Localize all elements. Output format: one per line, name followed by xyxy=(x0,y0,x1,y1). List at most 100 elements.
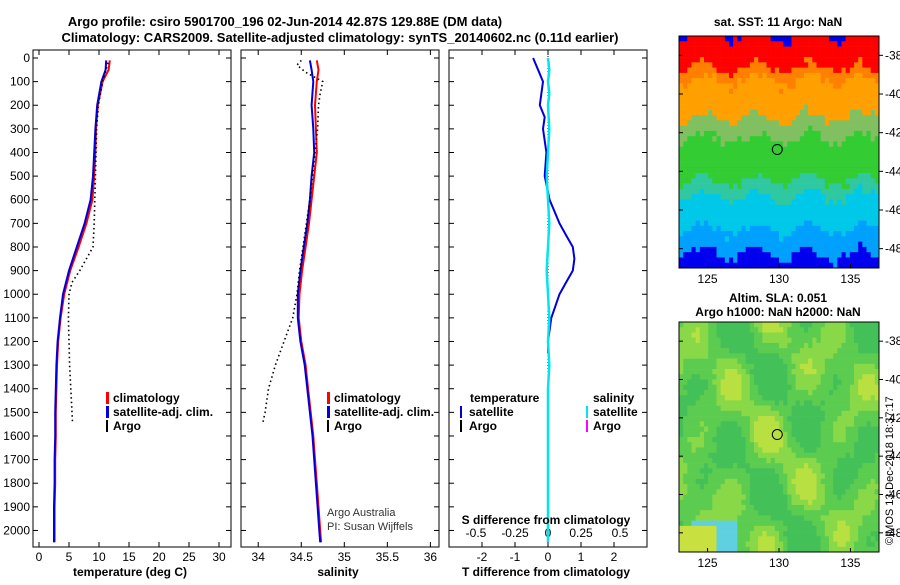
map-cell xyxy=(683,83,688,90)
map-cell xyxy=(683,322,688,328)
map-cell xyxy=(874,130,880,137)
map-cell xyxy=(745,499,751,506)
map-cell xyxy=(862,167,867,174)
map-cell xyxy=(799,452,805,459)
map-cell xyxy=(737,215,742,221)
map-cell xyxy=(841,525,846,532)
map-cell xyxy=(837,72,842,79)
map-cell xyxy=(716,152,721,158)
map-cell xyxy=(745,194,751,200)
map-cell xyxy=(683,515,688,521)
map-cell xyxy=(795,36,801,42)
map-cell xyxy=(716,468,721,474)
map-cell xyxy=(849,531,855,537)
map-cell xyxy=(754,342,759,349)
map-cell xyxy=(808,141,813,148)
map-cell xyxy=(724,536,730,542)
map-cell xyxy=(858,231,863,237)
map-cell xyxy=(754,51,759,58)
map-cell xyxy=(691,520,696,527)
map-cell xyxy=(808,510,813,516)
x-tick-label: 0 xyxy=(36,550,43,564)
map-cell xyxy=(816,246,821,253)
map-cell xyxy=(737,178,742,184)
map-cell xyxy=(845,358,851,365)
map-cell xyxy=(837,452,842,459)
map-cell xyxy=(808,353,813,359)
map-cell xyxy=(812,484,817,490)
map-cell xyxy=(704,426,709,433)
map-cell xyxy=(845,88,851,95)
map-cell xyxy=(699,72,705,79)
map-cell xyxy=(745,257,751,264)
map-cell xyxy=(812,499,817,506)
map-cell xyxy=(762,337,767,344)
map-cell xyxy=(758,421,763,427)
map-cell xyxy=(870,332,876,338)
map-cell xyxy=(708,494,713,501)
map-cell xyxy=(720,94,726,100)
map-cell xyxy=(783,494,788,501)
map-cell xyxy=(745,358,751,365)
map-cell xyxy=(704,520,709,527)
map-cell xyxy=(837,225,842,232)
map-cell xyxy=(724,109,730,116)
map-cell xyxy=(699,236,705,242)
map-cell xyxy=(737,220,742,227)
map-cell xyxy=(687,67,692,74)
map-cell xyxy=(808,515,813,521)
map-cell xyxy=(845,130,851,137)
map-cell xyxy=(837,478,842,485)
map-cell xyxy=(741,457,746,464)
map-cell xyxy=(741,41,746,47)
map-cell xyxy=(808,215,813,221)
map-cell xyxy=(812,426,817,433)
map-cell xyxy=(737,374,742,380)
map-cell xyxy=(679,141,684,148)
map-cell xyxy=(716,478,721,485)
map-cell xyxy=(695,99,701,105)
map-cell xyxy=(837,421,842,427)
map-cell xyxy=(745,115,751,121)
map-cell xyxy=(687,353,692,359)
map-cell xyxy=(754,358,759,365)
map-cell xyxy=(749,499,755,506)
map-cell xyxy=(837,395,842,401)
map-cell xyxy=(783,83,788,90)
map-cell xyxy=(712,374,717,380)
map-cell xyxy=(870,342,876,349)
map-cell xyxy=(854,125,859,132)
map-cell xyxy=(704,484,709,490)
map-cell xyxy=(758,178,763,184)
map-cell xyxy=(837,236,842,242)
map-cell xyxy=(824,57,830,63)
map-cell xyxy=(816,363,821,370)
map-cell xyxy=(787,515,792,521)
map-cell xyxy=(841,210,846,216)
map-cell xyxy=(770,504,776,511)
map-cell xyxy=(749,220,755,227)
map-cell xyxy=(745,241,751,248)
map-cell xyxy=(704,525,709,532)
map-cell xyxy=(695,389,701,396)
map-cell xyxy=(724,395,730,401)
map-cell xyxy=(795,152,801,158)
map-cell xyxy=(704,210,709,216)
map-cell xyxy=(749,46,755,53)
map-cell xyxy=(745,348,751,354)
map-cell xyxy=(679,178,684,184)
map-cell xyxy=(845,46,851,53)
map-cell xyxy=(820,541,826,548)
map-cell xyxy=(862,531,867,537)
map-cell xyxy=(787,157,792,163)
map-cell xyxy=(687,452,692,459)
legend-swatch-argo xyxy=(106,420,108,432)
map-y-tick-label: -42 xyxy=(885,411,900,425)
map-cell xyxy=(849,484,855,490)
map-cell xyxy=(766,99,771,105)
map-cell xyxy=(741,536,746,542)
map-cell xyxy=(749,199,755,206)
map-cell xyxy=(833,395,838,401)
map-cell xyxy=(779,353,784,359)
map-cell xyxy=(683,46,688,53)
